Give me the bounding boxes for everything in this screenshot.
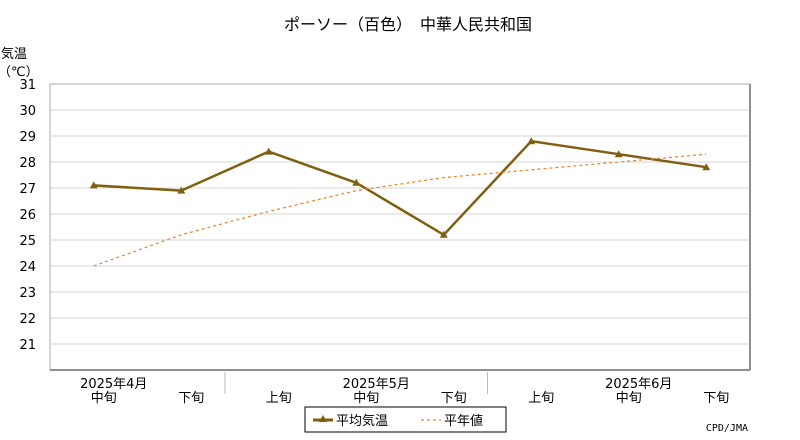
x-tick-0: 中旬 — [91, 391, 117, 406]
point-avg-3 — [352, 178, 361, 186]
point-avg-2 — [264, 147, 273, 155]
source-label: CPD/JMA — [706, 423, 748, 434]
point-avg-5 — [527, 137, 536, 145]
x-tick-2: 上旬 — [266, 391, 292, 406]
series-line-avg — [93, 139, 707, 237]
y-tick-23: 23 — [19, 286, 36, 301]
y-tick-21: 21 — [19, 338, 36, 353]
chart-title: ポーソー（百色） 中華人民共和国 — [284, 15, 532, 34]
month-label-1: 2025年5月 — [343, 377, 410, 392]
x-tick-1: 下旬 — [178, 391, 204, 406]
y-tick-30: 30 — [19, 104, 36, 119]
x-tick-7: 下旬 — [703, 391, 729, 406]
point-avg-4 — [439, 230, 448, 238]
y-tick-27: 27 — [19, 182, 36, 197]
y-tick-26: 26 — [19, 208, 36, 223]
series-group — [89, 137, 711, 267]
y-tick-24: 24 — [19, 260, 36, 275]
y-tick-29: 29 — [19, 130, 36, 145]
legend-marker-avg — [319, 415, 327, 422]
point-avg-6 — [614, 150, 623, 158]
y-tick-labels: 21 22 23 24 25 26 27 28 29 30 31 — [19, 78, 36, 353]
series-line-normal — [93, 153, 707, 267]
grid-lines — [50, 83, 751, 371]
point-avg-0 — [89, 181, 98, 189]
y-axis-label: 気温 — [1, 46, 27, 62]
y-tick-22: 22 — [19, 312, 36, 327]
month-label-2: 2025年6月 — [605, 377, 672, 392]
point-avg-7 — [702, 163, 711, 171]
y-tick-31: 31 — [19, 78, 36, 93]
plot-frame — [49, 83, 751, 371]
y-axis-unit: （℃） — [0, 65, 39, 80]
month-label-0: 2025年4月 — [80, 377, 147, 392]
y-tick-28: 28 — [19, 156, 36, 171]
y-tick-25: 25 — [19, 234, 36, 249]
x-tick-4: 下旬 — [441, 391, 467, 406]
legend-label-normal: 平年値 — [444, 413, 483, 429]
legend: 平均気温 平年値 — [304, 406, 507, 433]
x-tick-5: 上旬 — [528, 391, 554, 406]
point-avg-1 — [177, 186, 186, 194]
x-tick-6: 中旬 — [616, 391, 642, 406]
x-tick-3: 中旬 — [353, 391, 379, 406]
legend-label-avg: 平均気温 — [336, 413, 388, 429]
legend-box — [304, 406, 507, 433]
